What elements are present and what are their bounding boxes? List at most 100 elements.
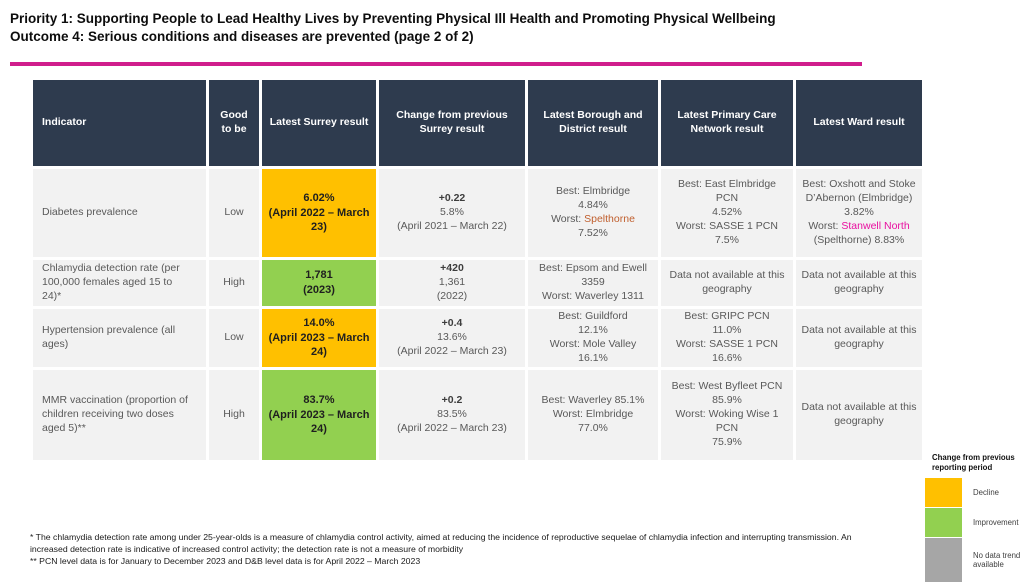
legend-label-no-data: No data trend available — [973, 550, 1021, 570]
pcn-best-value: 11.0% — [712, 324, 742, 337]
surrey-value: 6.02% — [303, 192, 335, 205]
mmr-ward-cell: Data not available at this geography — [796, 370, 922, 460]
borough-best: Best: Guildford — [558, 310, 628, 323]
borough-best-value: 4.84% — [578, 199, 608, 212]
chlamydia-good-to-be-cell: High — [209, 260, 259, 306]
worst-area-highlight: Spelthorne — [584, 213, 635, 225]
legend-title: Change from previous reporting period — [932, 453, 1015, 473]
decline-swatch — [925, 478, 962, 508]
col-header-indicator: Indicator — [33, 80, 206, 166]
chlamydia-borough-cell: Best: Epsom and Ewell 3359 Worst: Waverl… — [528, 260, 658, 306]
pcn-worst: Worst: SASSE 1 PCN — [676, 219, 778, 232]
change-delta: +0.22 — [438, 192, 466, 205]
mmr-surrey-result-cell: 83.7% (April 2023 – March 24) — [262, 370, 376, 460]
diabetes-pcn-cell: Best: East Elmbridge PCN 4.52% Worst: SA… — [661, 169, 793, 257]
pcn-best: Best: East Elmbridge PCN — [677, 178, 777, 205]
change-period: (April 2022 – March 23) — [397, 344, 507, 357]
borough-best-value: 12.1% — [578, 324, 608, 337]
surrey-period: (April 2022 – March 23) — [268, 206, 370, 234]
chlamydia-change-cell: +420 1,361 (2022) — [379, 260, 525, 306]
change-previous: 5.8% — [440, 206, 464, 219]
borough-worst-value: 16.1% — [578, 351, 608, 364]
chlamydia-pcn-cell: Data not available at this geography — [661, 260, 793, 306]
surrey-value: 83.7% — [303, 394, 335, 407]
borough-worst-value: 77.0% — [578, 421, 608, 434]
col-header-pcn: Latest Primary Care Network result — [661, 80, 793, 166]
page-title-line2: Outcome 4: Serious conditions and diseas… — [10, 28, 474, 44]
surrey-period: (2023) — [303, 284, 335, 296]
accent-rule — [10, 62, 862, 66]
trend-legend: Change from previous reporting period De… — [925, 453, 1024, 583]
ward-worst: Worst: Stanwell North (Spelthorne) 8.83% — [801, 220, 917, 248]
pcn-best-value: 85.9% — [712, 394, 742, 407]
change-delta: +0.2 — [441, 394, 463, 407]
borough-worst: Worst: Spelthorne — [551, 213, 635, 227]
surrey-period: (April 2023 – March 24) — [268, 331, 370, 359]
improvement-swatch — [925, 508, 962, 538]
borough-best: Best: Epsom and Ewell 3359 — [539, 262, 647, 289]
col-header-change-previous: Change from previous Surrey result — [379, 80, 525, 166]
chlamydia-surrey-result-cell: 1,781 (2023) — [262, 260, 376, 306]
mmr-change-cell: +0.2 83.5% (April 2022 – March 23) — [379, 370, 525, 460]
page-title: Priority 1: Supporting People to Lead He… — [10, 10, 930, 46]
indicator-table: Indicator Good to be Latest Surrey resul… — [33, 80, 922, 460]
worst-ward-highlight: Stanwell North — [841, 219, 910, 232]
chlamydia-ward-cell: Data not available at this geography — [796, 260, 922, 306]
diabetes-ward-cell: Best: Oxshott and Stoke D’Abernon (Elmbr… — [796, 169, 922, 257]
legend-item-no-data: No data trend available — [925, 538, 1024, 583]
worst-label: Worst: — [808, 219, 842, 232]
mmr-indicator-cell: MMR vaccination (proportion of children … — [33, 370, 206, 460]
mmr-borough-cell: Best: Waverley 85.1% Worst: Elmbridge 77… — [528, 370, 658, 460]
surrey-value: 14.0% — [303, 317, 335, 330]
mmr-good-to-be-cell: High — [209, 370, 259, 460]
col-header-good-to-be: Good to be — [209, 80, 259, 166]
col-header-borough-district: Latest Borough and District result — [528, 80, 658, 166]
col-header-latest-surrey: Latest Surrey result — [262, 80, 376, 166]
hypertension-indicator-cell: Hypertension prevalence (all ages) — [33, 309, 206, 367]
change-delta: +420 — [440, 262, 464, 275]
diabetes-change-cell: +0.22 5.8% (April 2021 – March 22) — [379, 169, 525, 257]
change-period: (2022) — [436, 289, 468, 302]
worst-label: Worst: — [551, 213, 585, 225]
col-header-ward: Latest Ward result — [796, 80, 922, 166]
pcn-best: Best: GRIPC PCN — [684, 310, 770, 323]
borough-best: Best: Waverley 85.1% — [541, 394, 645, 407]
hypertension-pcn-cell: Best: GRIPC PCN 11.0% Worst: SASSE 1 PCN… — [661, 309, 793, 367]
diabetes-borough-cell: Best: Elmbridge 4.84% Worst: Spelthorne … — [528, 169, 658, 257]
legend-label-improvement: Improvement — [973, 518, 1019, 528]
pcn-worst-value: 16.6% — [712, 351, 742, 364]
legend-item-improvement: Improvement — [925, 508, 1024, 538]
hypertension-good-to-be-cell: Low — [209, 309, 259, 367]
pcn-best: Best: West Byfleet PCN — [671, 380, 783, 393]
pcn-best-value: 4.52% — [712, 206, 742, 219]
footnotes: * The chlamydia detection rate among und… — [30, 531, 878, 568]
ward-best: Best: Oxshott and Stoke D’Abernon (Elmbr… — [802, 178, 916, 219]
diabetes-indicator-cell: Diabetes prevalence — [33, 169, 206, 257]
hypertension-surrey-result-cell: 14.0% (April 2023 – March 24) — [262, 309, 376, 367]
borough-worst: Worst: Mole Valley — [549, 338, 637, 350]
no-data-swatch — [925, 538, 962, 583]
diabetes-surrey-result-cell: 6.02% (April 2022 – March 23) — [262, 169, 376, 257]
pcn-worst: Worst: SASSE 1 PCN — [676, 338, 778, 350]
legend-item-decline: Decline — [925, 478, 1024, 508]
change-previous: 83.5% — [437, 408, 467, 421]
borough-worst-value: 7.52% — [578, 226, 608, 239]
worst-ward-rest: (Spelthorne) 8.83% — [813, 233, 905, 246]
diabetes-good-to-be-cell: Low — [209, 169, 259, 257]
surrey-period: (April 2023 – March 24) — [268, 408, 370, 436]
pcn-worst: Worst: Woking Wise 1 PCN — [675, 408, 779, 434]
change-previous: 1,361 — [438, 276, 466, 289]
chlamydia-indicator-cell: Chlamydia detection rate (per 100,000 fe… — [33, 260, 206, 306]
surrey-value: 1,781 — [305, 269, 333, 282]
pcn-worst-value: 75.9% — [712, 435, 742, 448]
change-period: (April 2022 – March 23) — [397, 421, 507, 434]
borough-worst: Worst: Waverley 1311 — [542, 289, 644, 302]
footnote-chlamydia: * The chlamydia detection rate among und… — [30, 532, 852, 555]
hypertension-borough-cell: Best: Guildford 12.1% Worst: Mole Valley… — [528, 309, 658, 367]
pcn-worst-value: 7.5% — [715, 233, 739, 246]
mmr-pcn-cell: Best: West Byfleet PCN 85.9% Worst: Woki… — [661, 370, 793, 460]
footnote-pcn-data: ** PCN level data is for January to Dece… — [30, 556, 421, 567]
change-period: (April 2021 – March 22) — [397, 219, 507, 232]
borough-best: Best: Elmbridge — [555, 185, 631, 198]
page-title-line1: Priority 1: Supporting People to Lead He… — [10, 11, 776, 26]
